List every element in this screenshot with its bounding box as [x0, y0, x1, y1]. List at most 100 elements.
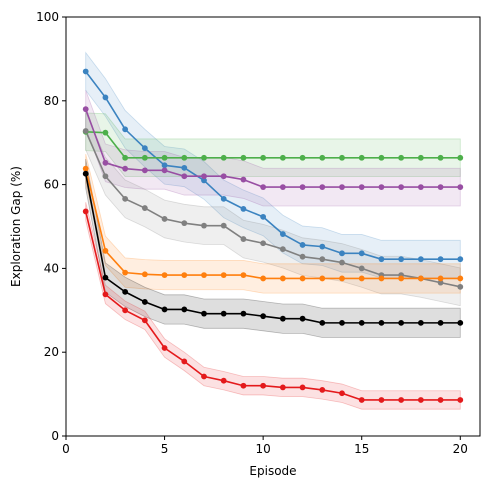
data-point — [279, 315, 286, 322]
x-tick-label: 10 — [256, 442, 271, 456]
data-point — [161, 345, 168, 351]
data-point — [161, 306, 168, 313]
data-point — [220, 154, 227, 161]
data-point — [358, 319, 365, 326]
data-point — [319, 256, 326, 263]
data-point — [161, 154, 168, 161]
data-point — [457, 154, 464, 161]
confidence-band-6 — [85, 158, 461, 338]
data-point — [398, 154, 405, 161]
series-line-6 — [84, 173, 461, 324]
confidence-bands — [85, 51, 461, 410]
data-point — [201, 222, 207, 229]
data-point — [260, 154, 267, 161]
y-axis-title: Exploration Gap (%) — [9, 166, 23, 287]
series-line-2 — [85, 131, 461, 159]
series-points — [82, 68, 464, 403]
data-point — [319, 319, 326, 326]
data-point — [437, 319, 444, 326]
data-point — [339, 319, 345, 326]
data-point — [417, 275, 424, 282]
y-tick-label: 80 — [44, 94, 59, 108]
data-point — [220, 173, 227, 180]
series-line-7 — [84, 211, 461, 401]
data-point — [378, 184, 385, 191]
data-point — [102, 159, 109, 166]
data-point — [279, 231, 286, 237]
data-point — [299, 184, 306, 191]
data-point — [339, 390, 345, 397]
data-point — [220, 310, 227, 317]
y-tick-label: 0 — [51, 429, 59, 443]
data-point — [358, 275, 365, 282]
y-tick-label: 60 — [44, 178, 59, 192]
data-point — [358, 397, 365, 403]
data-point — [437, 279, 444, 286]
data-point — [122, 195, 129, 202]
data-point — [201, 173, 207, 180]
data-point — [82, 165, 89, 172]
data-point — [181, 164, 188, 171]
x-tick-label: 5 — [161, 442, 169, 456]
data-point — [437, 256, 444, 263]
data-point — [102, 274, 109, 281]
data-point — [141, 145, 148, 152]
data-point — [220, 195, 227, 202]
data-point — [220, 222, 227, 229]
data-point — [299, 253, 306, 260]
y-axis-ticks: 0 20 40 60 80 100 — [36, 10, 66, 443]
data-point — [279, 275, 286, 282]
data-point — [181, 306, 188, 313]
data-point — [299, 384, 306, 391]
data-point — [279, 246, 286, 253]
data-point — [299, 275, 306, 282]
data-point — [122, 288, 129, 295]
data-point — [141, 154, 148, 161]
data-point — [141, 299, 148, 305]
data-point — [417, 319, 424, 326]
data-point — [378, 256, 385, 263]
data-point — [378, 275, 385, 282]
y-tick-label: 40 — [44, 261, 59, 275]
data-point — [201, 310, 207, 317]
data-point — [240, 382, 247, 389]
data-point — [260, 275, 267, 282]
x-axis-title: Episode — [249, 464, 296, 478]
data-point — [319, 154, 326, 161]
data-point — [358, 250, 365, 257]
data-point — [378, 154, 385, 161]
data-point — [260, 240, 267, 247]
data-point — [220, 377, 227, 384]
data-point — [141, 167, 148, 174]
data-point — [260, 382, 267, 389]
data-point — [161, 272, 168, 278]
data-point — [260, 313, 267, 320]
data-point — [240, 206, 247, 212]
data-point — [457, 283, 464, 290]
data-point — [398, 319, 405, 326]
data-point — [398, 184, 405, 191]
data-point — [122, 269, 129, 276]
x-axis-ticks: 0 5 10 15 20 — [62, 436, 468, 456]
plot-frame — [65, 16, 481, 437]
data-point — [181, 220, 188, 227]
data-point — [82, 170, 89, 177]
x-tick-label: 0 — [62, 442, 70, 456]
data-point — [201, 373, 207, 380]
data-point — [181, 154, 188, 161]
data-point — [417, 256, 424, 263]
data-point — [240, 154, 247, 161]
data-point — [279, 384, 286, 391]
data-point — [437, 184, 444, 191]
data-point — [240, 272, 247, 278]
data-point — [122, 154, 129, 161]
data-point — [339, 259, 345, 266]
data-point — [161, 216, 168, 222]
data-point — [240, 310, 247, 317]
data-point — [220, 272, 227, 278]
confidence-band-4 — [85, 111, 461, 307]
series-line-4 — [84, 130, 461, 288]
data-point — [141, 271, 148, 278]
